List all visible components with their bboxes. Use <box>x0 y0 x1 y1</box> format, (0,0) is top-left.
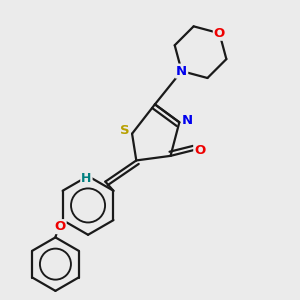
Text: S: S <box>120 124 130 137</box>
Text: O: O <box>214 27 225 40</box>
Text: N: N <box>182 114 193 127</box>
Text: O: O <box>194 143 206 157</box>
Text: O: O <box>54 220 66 233</box>
Text: N: N <box>176 64 187 78</box>
Text: H: H <box>81 172 92 185</box>
